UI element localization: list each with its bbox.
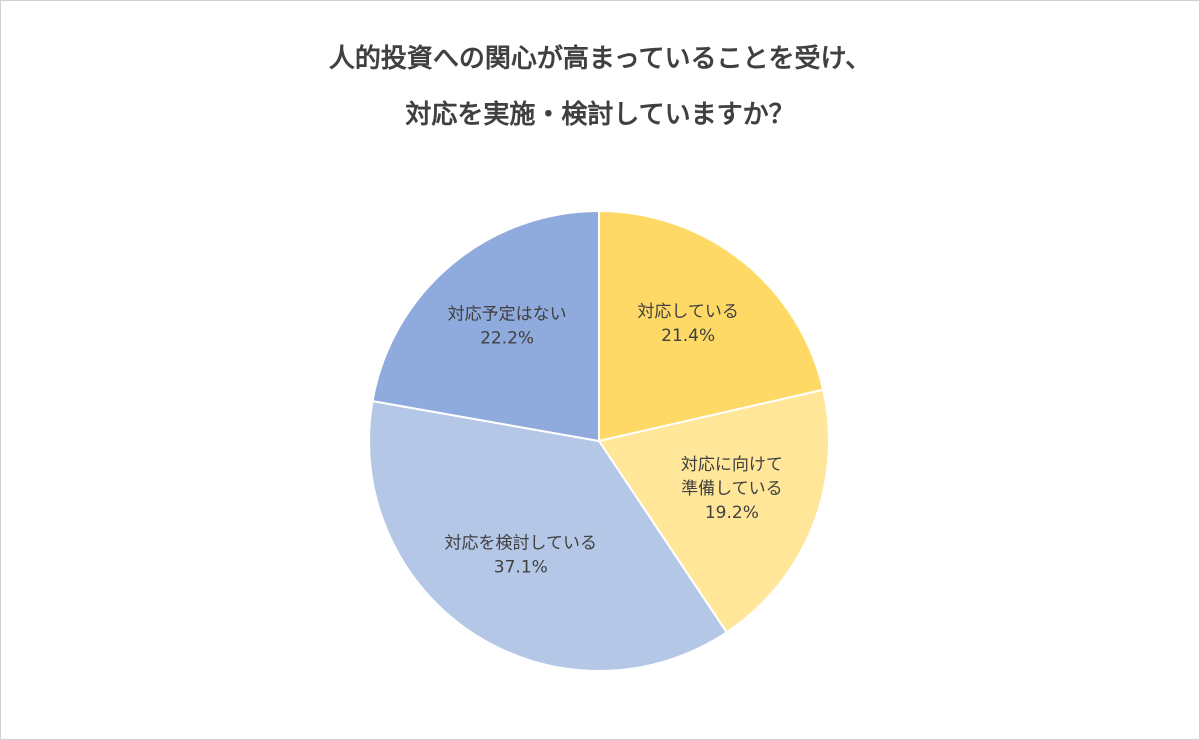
slice-label: 対応に向けて準備している xyxy=(681,455,783,499)
slice-label: 対応予定はない xyxy=(448,304,567,324)
value-label: 37.1% xyxy=(494,558,548,578)
pie-slice xyxy=(597,388,830,634)
slice-label-line: 対応予定はない xyxy=(448,304,567,324)
slice-label-line: 対応している xyxy=(637,302,739,322)
value-label: 21.4% xyxy=(661,326,715,346)
slice-label: 対応している xyxy=(637,302,739,322)
pie-slice xyxy=(368,399,728,672)
pie-slice xyxy=(371,209,600,443)
slice-label-line: 準備している xyxy=(681,479,783,499)
slice-label-line: 対応を検討している xyxy=(445,534,598,554)
value-label: 22.2% xyxy=(480,328,534,348)
slice-label-line: 対応に向けて xyxy=(681,455,783,475)
slice-label: 対応を検討している xyxy=(445,534,598,554)
value-label: 19.2% xyxy=(705,503,759,523)
pie-slice xyxy=(598,209,825,443)
chart-title: 人的投資への関心が高まっていることを受け、 対応を実施・検討していますか？ xyxy=(328,44,872,130)
